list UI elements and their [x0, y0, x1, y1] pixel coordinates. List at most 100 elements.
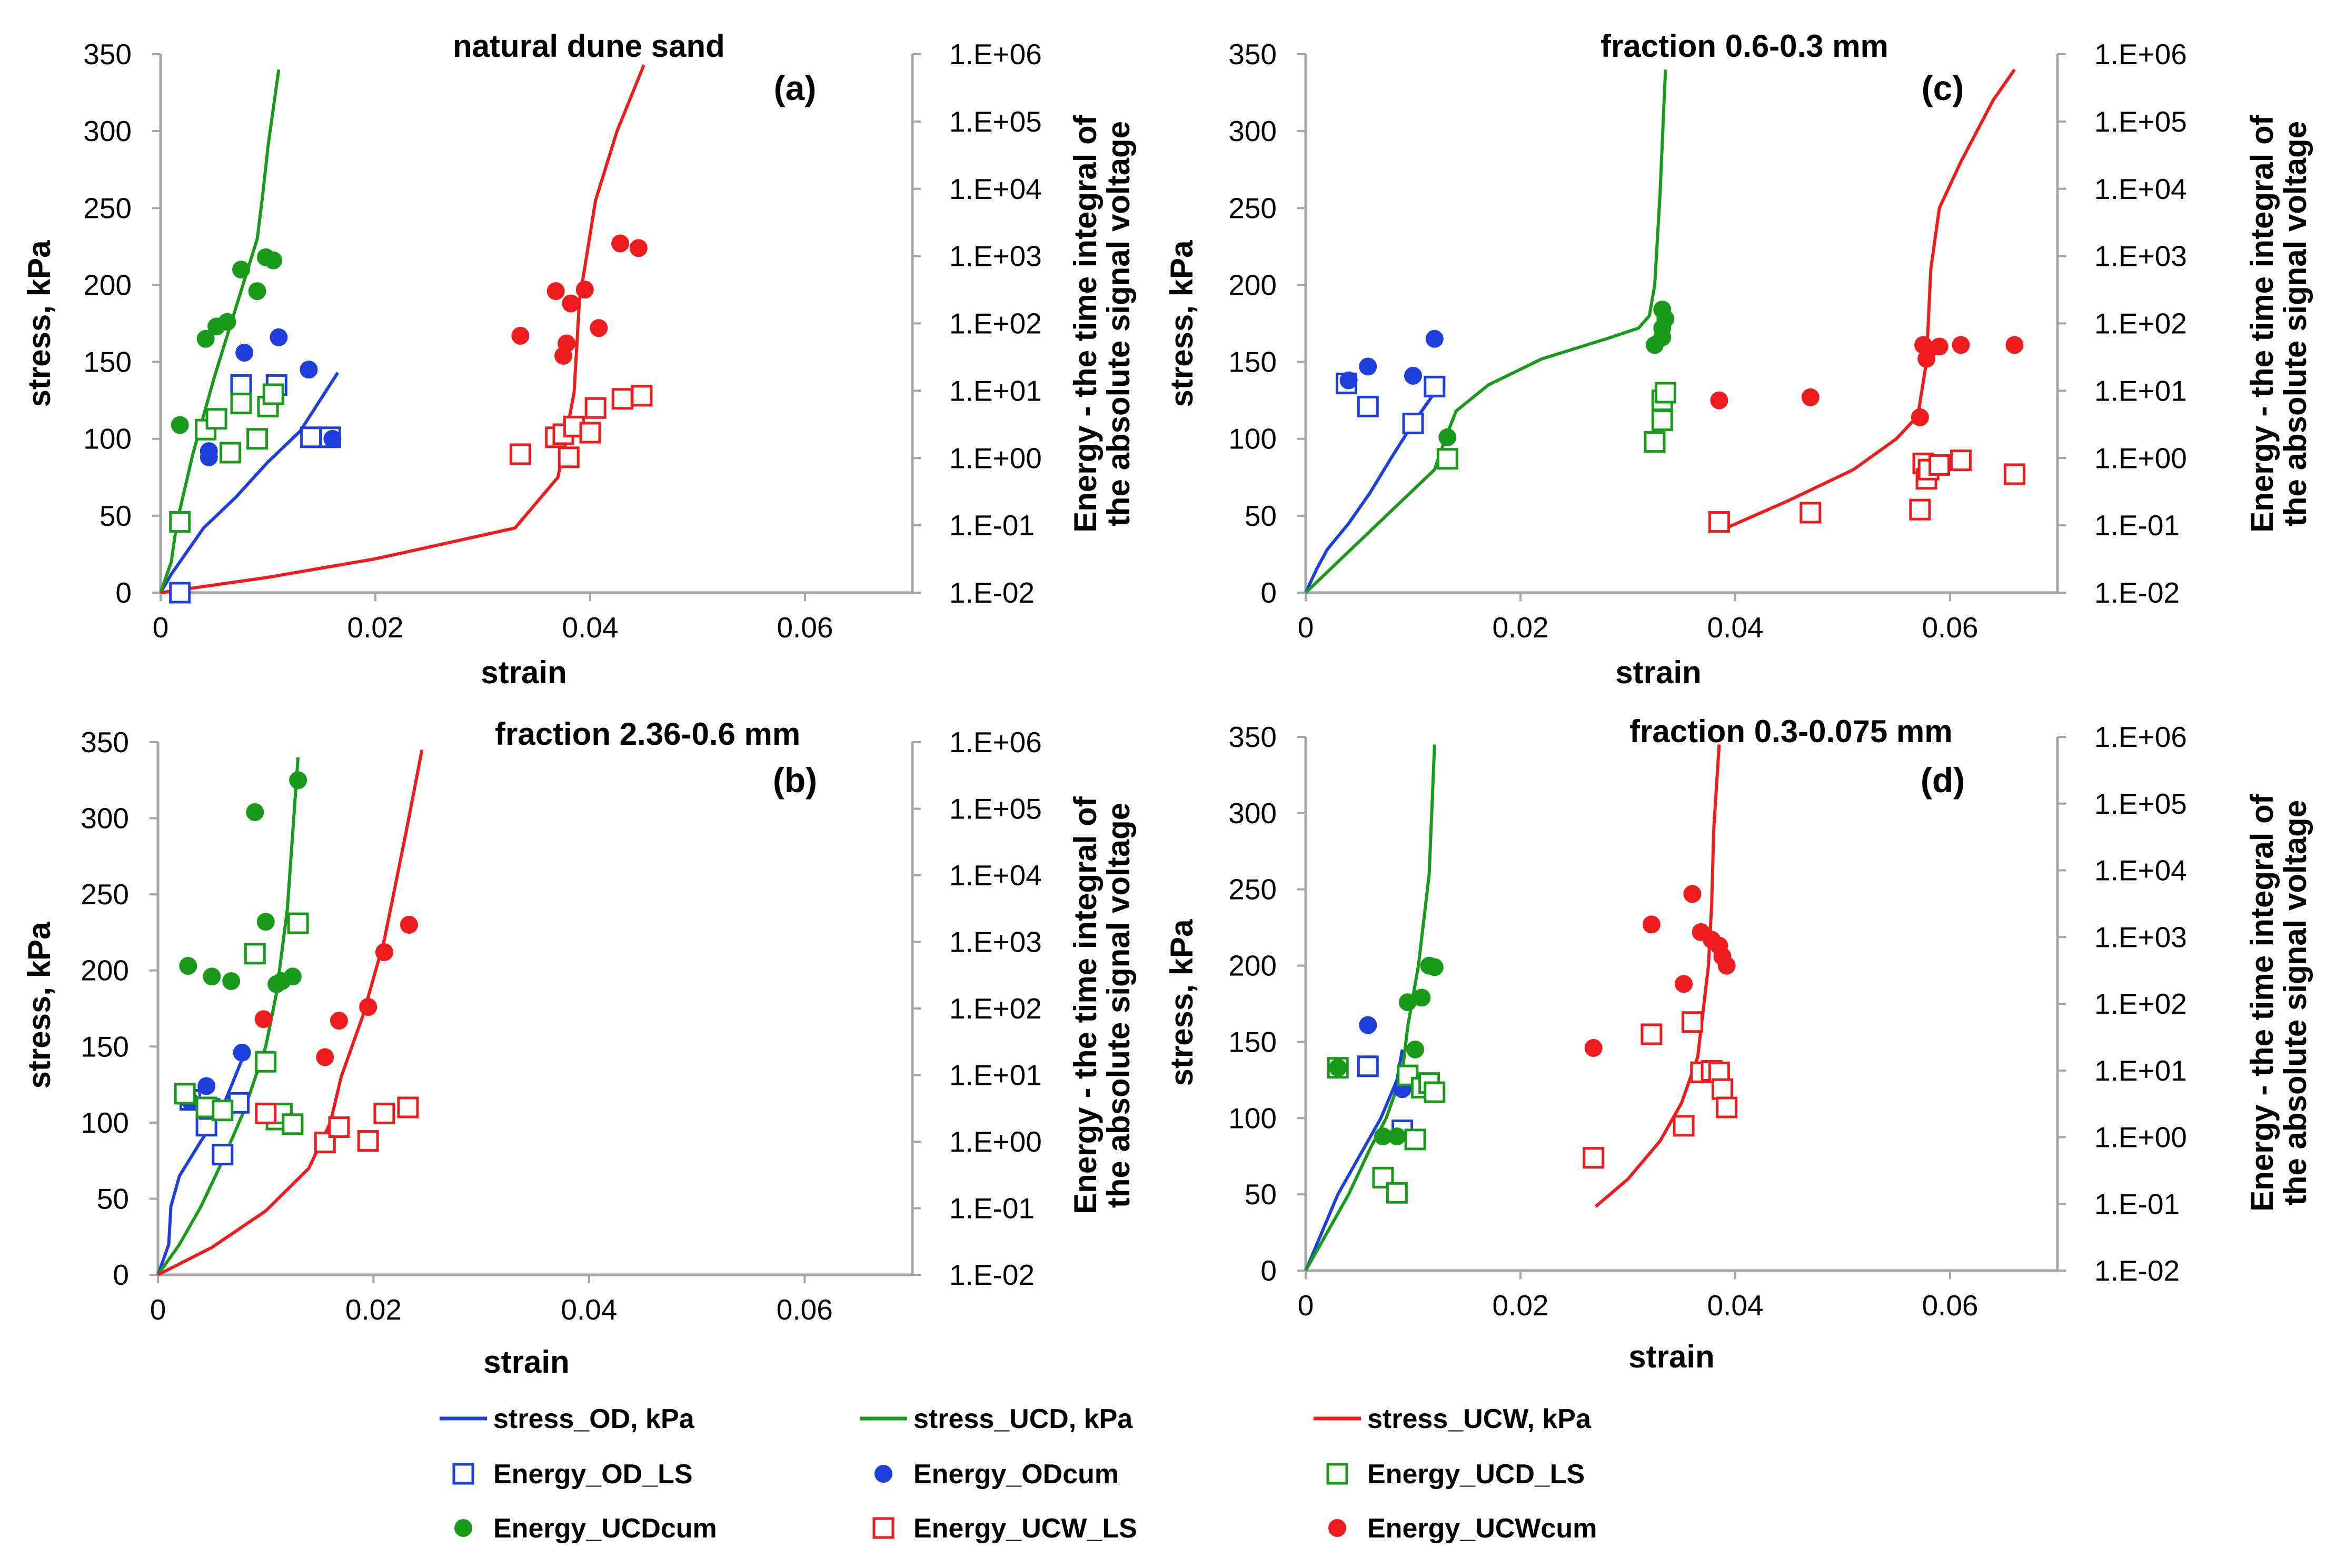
data-point	[1339, 371, 1358, 389]
x-tick-label: 0	[1298, 611, 1314, 644]
y2-axis-title-line1: Energy - the time integral of	[2244, 793, 2280, 1211]
x-tick-label: 0.06	[777, 611, 833, 644]
data-point	[1413, 988, 1431, 1007]
y2-tick-label: 1.E+01	[2094, 1054, 2187, 1087]
data-point	[590, 319, 608, 337]
y-tick-label: 300	[81, 802, 129, 835]
data-point	[1930, 337, 1949, 356]
series-stress-od-kpa	[1304, 1049, 1404, 1272]
series-energy-ucw-ls	[255, 1096, 419, 1153]
data-point	[1404, 1128, 1426, 1151]
y2-tick-label: 1.E+05	[949, 793, 1042, 825]
y-tick-label: 200	[81, 954, 129, 987]
x-axis-title: strain	[481, 655, 566, 690]
y2-tick-label: 1.E+06	[949, 38, 1042, 71]
data-point	[1424, 1081, 1446, 1103]
data-point	[220, 442, 242, 464]
series-energy-ucw-ls	[509, 385, 653, 468]
y2-tick-label: 1.E+05	[2094, 787, 2187, 820]
series-line	[159, 69, 281, 593]
data-point	[629, 239, 648, 257]
data-point	[1642, 915, 1661, 934]
legend-item: Energy_UCDcum	[454, 1513, 717, 1544]
y2-tick-label: 1.E-02	[949, 576, 1035, 609]
y-tick-label: 250	[1228, 873, 1277, 906]
data-point	[1329, 1058, 1347, 1077]
data-point	[575, 281, 594, 299]
y2-tick-label: 1.E+01	[949, 1059, 1042, 1092]
data-point	[246, 428, 269, 450]
data-point	[400, 915, 418, 934]
data-point	[1386, 1182, 1408, 1204]
series-energy-ucwcum	[1710, 336, 2024, 426]
series-energy-ucdcum	[179, 771, 307, 993]
data-point	[270, 328, 288, 346]
x-tick-label: 0.06	[777, 1293, 833, 1326]
series-line	[156, 757, 300, 1276]
y-tick-label: 250	[81, 878, 129, 911]
data-point	[1406, 1040, 1425, 1058]
panel-label: (a)	[774, 68, 817, 107]
series-energy-ucdcum	[1438, 301, 1675, 446]
y2-tick-label: 1.E+00	[2094, 442, 2187, 474]
data-point	[611, 388, 633, 410]
y-tick-label: 250	[1228, 192, 1277, 224]
legend-item: stress_UCD, kPa	[860, 1404, 1133, 1434]
data-point	[1436, 448, 1458, 470]
x-tick-label: 0.02	[1492, 611, 1548, 644]
legend-item: Energy_ODcum	[874, 1459, 1119, 1490]
series-energy-ucd-ls	[169, 383, 284, 533]
y-tick-label: 350	[81, 726, 129, 758]
data-point	[1675, 975, 1693, 993]
y-tick-label: 300	[1228, 115, 1277, 147]
y2-tick-label: 1.E+02	[2094, 987, 2187, 1020]
y-tick-label: 250	[83, 192, 132, 224]
data-point	[1359, 1016, 1377, 1034]
series-line	[159, 372, 340, 594]
series-energy-ucw-ls	[1583, 1011, 1738, 1169]
series-energy-ucdcum	[171, 248, 283, 434]
y2-tick-label: 1.E+00	[949, 1125, 1042, 1158]
data-point	[1911, 408, 1929, 426]
y-tick-label: 150	[83, 346, 132, 378]
data-point	[1683, 885, 1702, 903]
series-stress-ucd-kpa	[1304, 69, 1667, 594]
y-tick-label: 0	[115, 576, 132, 609]
legend-item: Energy_OD_LS	[452, 1459, 693, 1490]
data-point	[233, 1043, 251, 1062]
series-energy-ucwcum	[254, 915, 418, 1066]
y-tick-label: 200	[1228, 268, 1277, 301]
data-point	[375, 943, 393, 962]
y-tick-label: 100	[81, 1106, 129, 1139]
data-point	[1641, 1023, 1663, 1045]
data-point	[179, 957, 197, 975]
data-point	[1644, 431, 1666, 453]
data-point	[323, 430, 342, 448]
data-point	[222, 972, 241, 990]
panel-a: 0 50 100 150 200 250 300 350 0 0.02 0.04 0.06 1.E-02…	[22, 28, 1136, 690]
y2-tick-label: 1.E+00	[949, 442, 1042, 474]
x-tick-label: 0.06	[1922, 611, 1978, 644]
y2-tick-label: 1.E+01	[949, 374, 1042, 407]
panel-title: fraction 2.36-0.6 mm	[495, 716, 800, 752]
y-tick-label: 0	[1260, 576, 1277, 609]
data-point	[246, 803, 264, 822]
legend-item: Energy_UCW_LS	[872, 1513, 1137, 1544]
panel-d: 0 50 100 150 200 250 300 350 0 0.02 0.04 0.06 1.E-02…	[1164, 714, 2313, 1374]
data-point	[330, 1012, 348, 1030]
data-point	[197, 1077, 216, 1095]
data-point	[169, 511, 191, 533]
data-point	[1357, 395, 1379, 417]
y-tick-label: 100	[83, 423, 132, 455]
x-tick-label: 0.04	[561, 1293, 617, 1326]
data-point	[212, 1100, 234, 1122]
data-point	[262, 383, 284, 405]
data-point	[248, 282, 266, 301]
series-energy-ucdcum	[1329, 956, 1444, 1146]
data-point	[1653, 301, 1672, 319]
legend-swatch-square	[1326, 1463, 1348, 1485]
legend-item: stress_OD, kPa	[440, 1404, 695, 1434]
data-point	[579, 422, 601, 444]
data-point	[562, 294, 580, 313]
data-point	[235, 344, 254, 362]
